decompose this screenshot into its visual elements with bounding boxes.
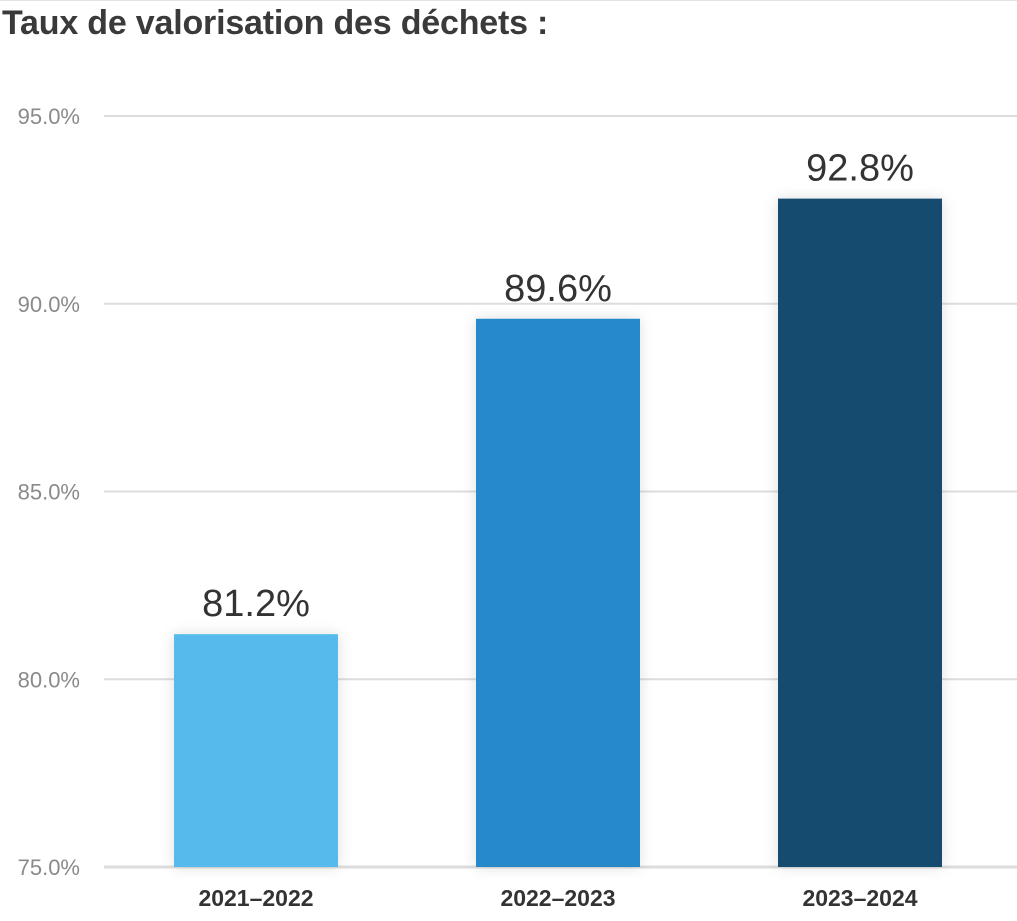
chart-title: Taux de valorisation des déchets : <box>2 4 549 42</box>
y-axis-ticks: 75.0% 80.0% 85.0% 90.0% 95.0% <box>18 104 80 880</box>
y-tick-label: 95.0% <box>18 104 80 129</box>
x-axis-categories: 2021–2022 2022–2023 2023–2024 <box>198 885 917 911</box>
x-category-label: 2021–2022 <box>198 885 313 911</box>
bars <box>174 198 942 868</box>
x-category-label: 2023–2024 <box>802 885 917 911</box>
bar-value-label: 89.6% <box>504 268 612 310</box>
top-divider <box>0 0 1017 1</box>
bar-value-label: 81.2% <box>202 583 310 625</box>
y-tick-label: 80.0% <box>18 667 80 692</box>
y-tick-label: 85.0% <box>18 480 80 505</box>
bar-value-label: 92.8% <box>806 148 914 190</box>
x-category-label: 2022–2023 <box>500 885 615 911</box>
y-tick-label: 90.0% <box>18 292 80 317</box>
y-tick-label: 75.0% <box>18 855 80 880</box>
bar <box>778 198 942 868</box>
bar <box>174 634 338 867</box>
bar <box>476 318 640 867</box>
value-labels: 81.2% 89.6% 92.8% <box>202 148 914 626</box>
